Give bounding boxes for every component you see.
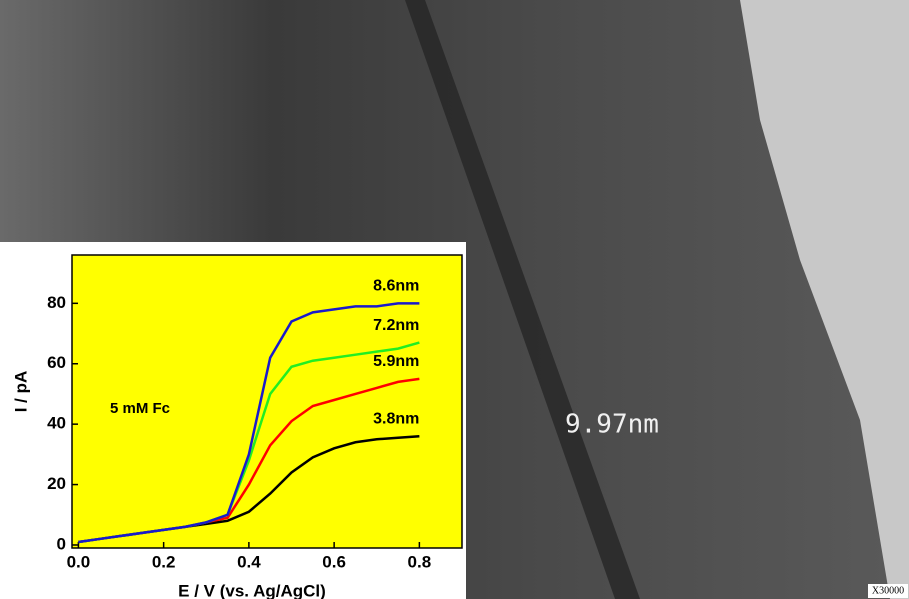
x-tick-label: 0.0 [67, 552, 91, 571]
y-tick-label: 80 [47, 293, 66, 312]
y-tick-label: 0 [57, 534, 66, 553]
y-tick-label: 60 [47, 353, 66, 372]
x-tick-label: 0.6 [322, 552, 346, 571]
series-label: 3.8nm [373, 410, 419, 427]
scale-label: 9.97nm [565, 410, 659, 440]
y-tick-label: 40 [47, 414, 66, 433]
x-axis-label: E / V (vs. Ag/AgCl) [178, 581, 326, 599]
series-label: 5.9nm [373, 353, 419, 370]
y-tick-label: 20 [47, 474, 66, 493]
magnification: X30000 [872, 585, 904, 596]
x-tick-label: 0.2 [152, 552, 176, 571]
figure: 9.97nm X30000 0.0 0.2 0.4 0.6 0.8 0 20 40 60 80 E … [0, 0, 909, 599]
series-label: 7.2nm [373, 317, 419, 334]
x-tick-label: 0.4 [237, 552, 261, 571]
x-tick-label: 0.8 [408, 552, 432, 571]
page: 9.97nm X30000 0.0 0.2 0.4 0.6 0.8 0 20 40 60 80 E … [0, 0, 909, 599]
annotation: 5 mM Fc [110, 400, 170, 417]
y-axis-label: I / pA [11, 371, 30, 413]
series-label: 8.6nm [373, 278, 419, 295]
